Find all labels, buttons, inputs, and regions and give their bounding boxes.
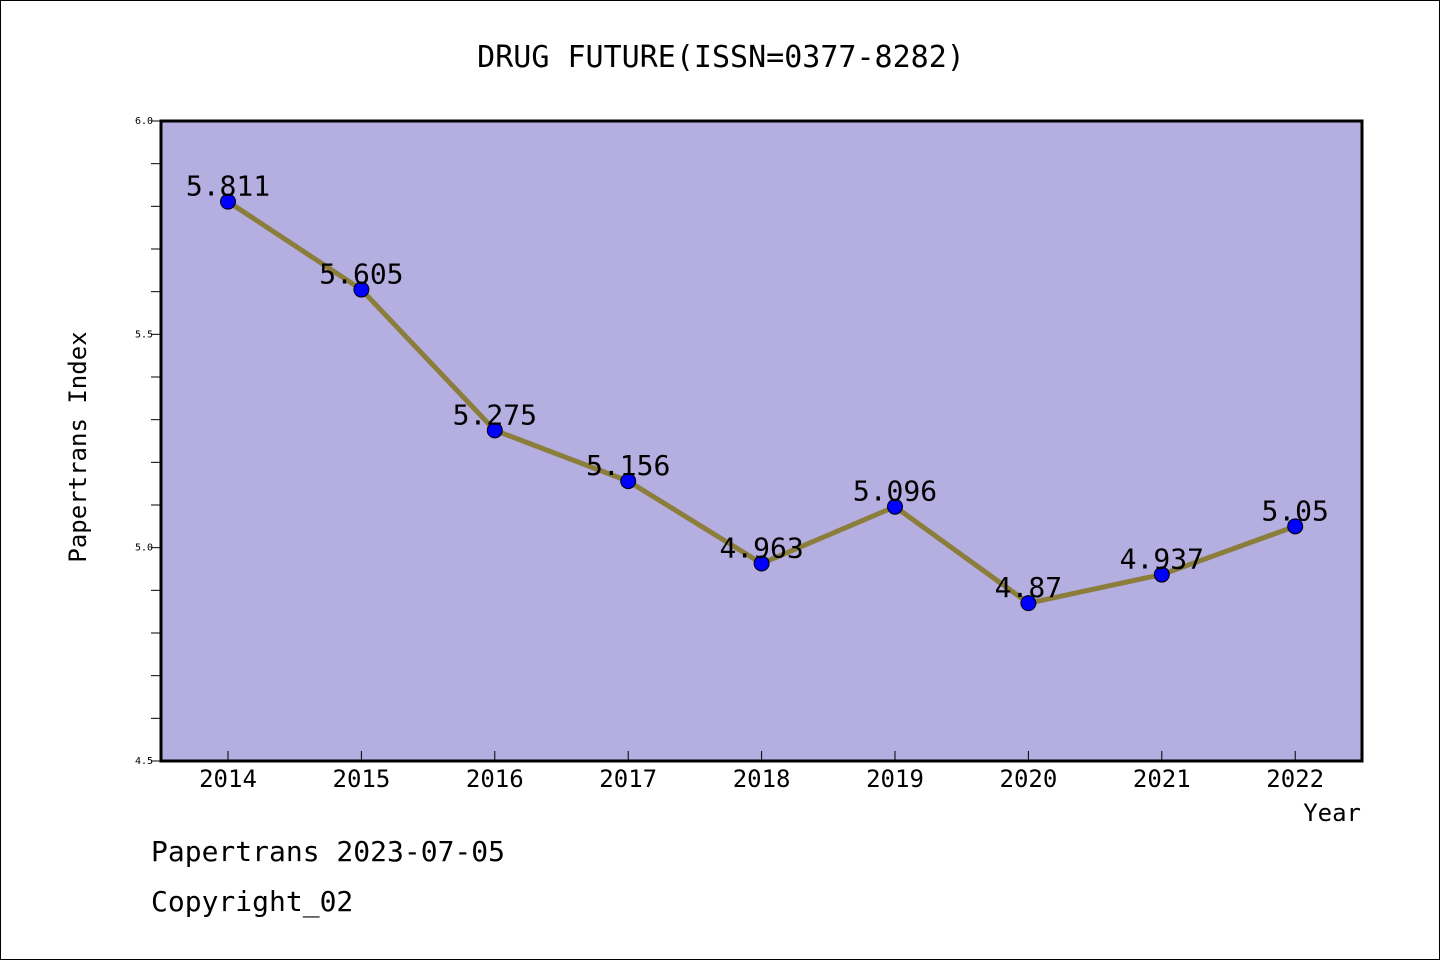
data-point <box>887 498 903 515</box>
x-tick-label: 2021 <box>1133 765 1191 793</box>
data-point <box>486 422 503 439</box>
x-tick-label: 2018 <box>733 765 791 793</box>
data-label: 5.156 <box>586 449 670 482</box>
data-point <box>1020 595 1037 612</box>
data-label: 4.937 <box>1120 543 1204 576</box>
data-label: 5.275 <box>453 398 537 431</box>
data-label: 5.05 <box>1261 494 1328 527</box>
x-tick-label: 2020 <box>1000 765 1058 793</box>
data-label: 4.963 <box>719 531 803 564</box>
data-point <box>1287 518 1304 535</box>
plot-area <box>159 119 1364 763</box>
x-tick-label: 2019 <box>866 765 924 793</box>
x-axis-ticks: 2014 2015 2016 2017 2018 2019 2020 2021 2022 <box>199 751 1324 793</box>
footer-date: Papertrans 2023-07-05 <box>151 835 506 868</box>
y-axis-label: Papertrans Index <box>64 331 92 562</box>
y-tick-label: 6.0 <box>135 116 153 127</box>
x-tick-label: 2017 <box>599 765 657 793</box>
data-point <box>753 555 770 572</box>
x-axis-label: Year <box>1303 799 1361 827</box>
x-tick-label: 2014 <box>199 765 257 793</box>
data-label: 5.605 <box>319 258 403 291</box>
y-tick-label: 4.5 <box>135 756 153 767</box>
data-point <box>220 193 236 210</box>
y-tick-label: 5.5 <box>135 329 153 340</box>
data-label: 5.096 <box>853 475 937 508</box>
y-axis-ticks: 4.5 5.0 5.5 6.0 <box>135 116 161 767</box>
x-tick-label: 2015 <box>333 765 391 793</box>
data-point <box>620 473 637 490</box>
data-point <box>353 281 370 298</box>
y-tick-label: 5.0 <box>135 543 153 554</box>
footer-copyright: Copyright_02 <box>151 885 354 918</box>
data-label: 5.811 <box>186 170 270 203</box>
data-labels-group: 5.811 5.605 5.275 5.156 4.963 5.096 4.87 4.937 5… <box>186 170 1329 604</box>
x-tick-label: 2022 <box>1266 765 1324 793</box>
data-points-group <box>220 193 1304 612</box>
data-label: 4.87 <box>995 571 1062 604</box>
data-point <box>1153 566 1170 583</box>
chart-title: DRUG FUTURE(ISSN=0377-8282) <box>477 40 965 75</box>
x-tick-label: 2016 <box>466 765 524 793</box>
